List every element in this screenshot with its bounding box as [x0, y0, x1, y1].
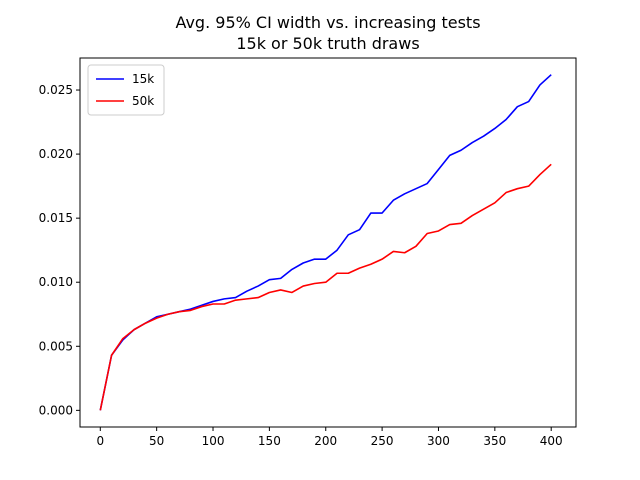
- y-tick-label: 0.010: [39, 275, 73, 289]
- chart-title: Avg. 95% CI width vs. increasing tests: [175, 13, 480, 32]
- y-tick-label: 0.000: [39, 403, 73, 417]
- x-tick-label: 400: [540, 434, 563, 448]
- x-tick-label: 150: [258, 434, 281, 448]
- y-axis-ticks: 0.000 0.005 0.010 0.015 0.020 0.025: [39, 83, 80, 417]
- y-tick-label: 0.005: [39, 339, 73, 353]
- x-tick-label: 350: [483, 434, 506, 448]
- x-tick-label: 50: [149, 434, 164, 448]
- plot-frame: [79, 57, 577, 428]
- legend-label-15k: 15k: [132, 72, 154, 86]
- chart-subtitle: 15k or 50k truth draws: [236, 34, 419, 53]
- y-tick-label: 0.025: [39, 83, 73, 97]
- series-layer: [99, 74, 552, 411]
- legend-label-50k: 50k: [132, 94, 154, 108]
- y-tick-label: 0.015: [39, 211, 73, 225]
- x-axis-ticks: 0 50 100 150 200 250 300 350 400: [96, 427, 563, 448]
- x-tick-label: 0: [96, 434, 104, 448]
- x-tick-label: 200: [314, 434, 337, 448]
- y-tick-label: 0.020: [39, 147, 73, 161]
- legend: 15k 50k: [87, 64, 165, 116]
- x-tick-label: 250: [371, 434, 394, 448]
- legend-box: [87, 64, 165, 116]
- x-tick-label: 100: [202, 434, 225, 448]
- series-line-50k: [99, 163, 552, 411]
- x-tick-label: 300: [427, 434, 450, 448]
